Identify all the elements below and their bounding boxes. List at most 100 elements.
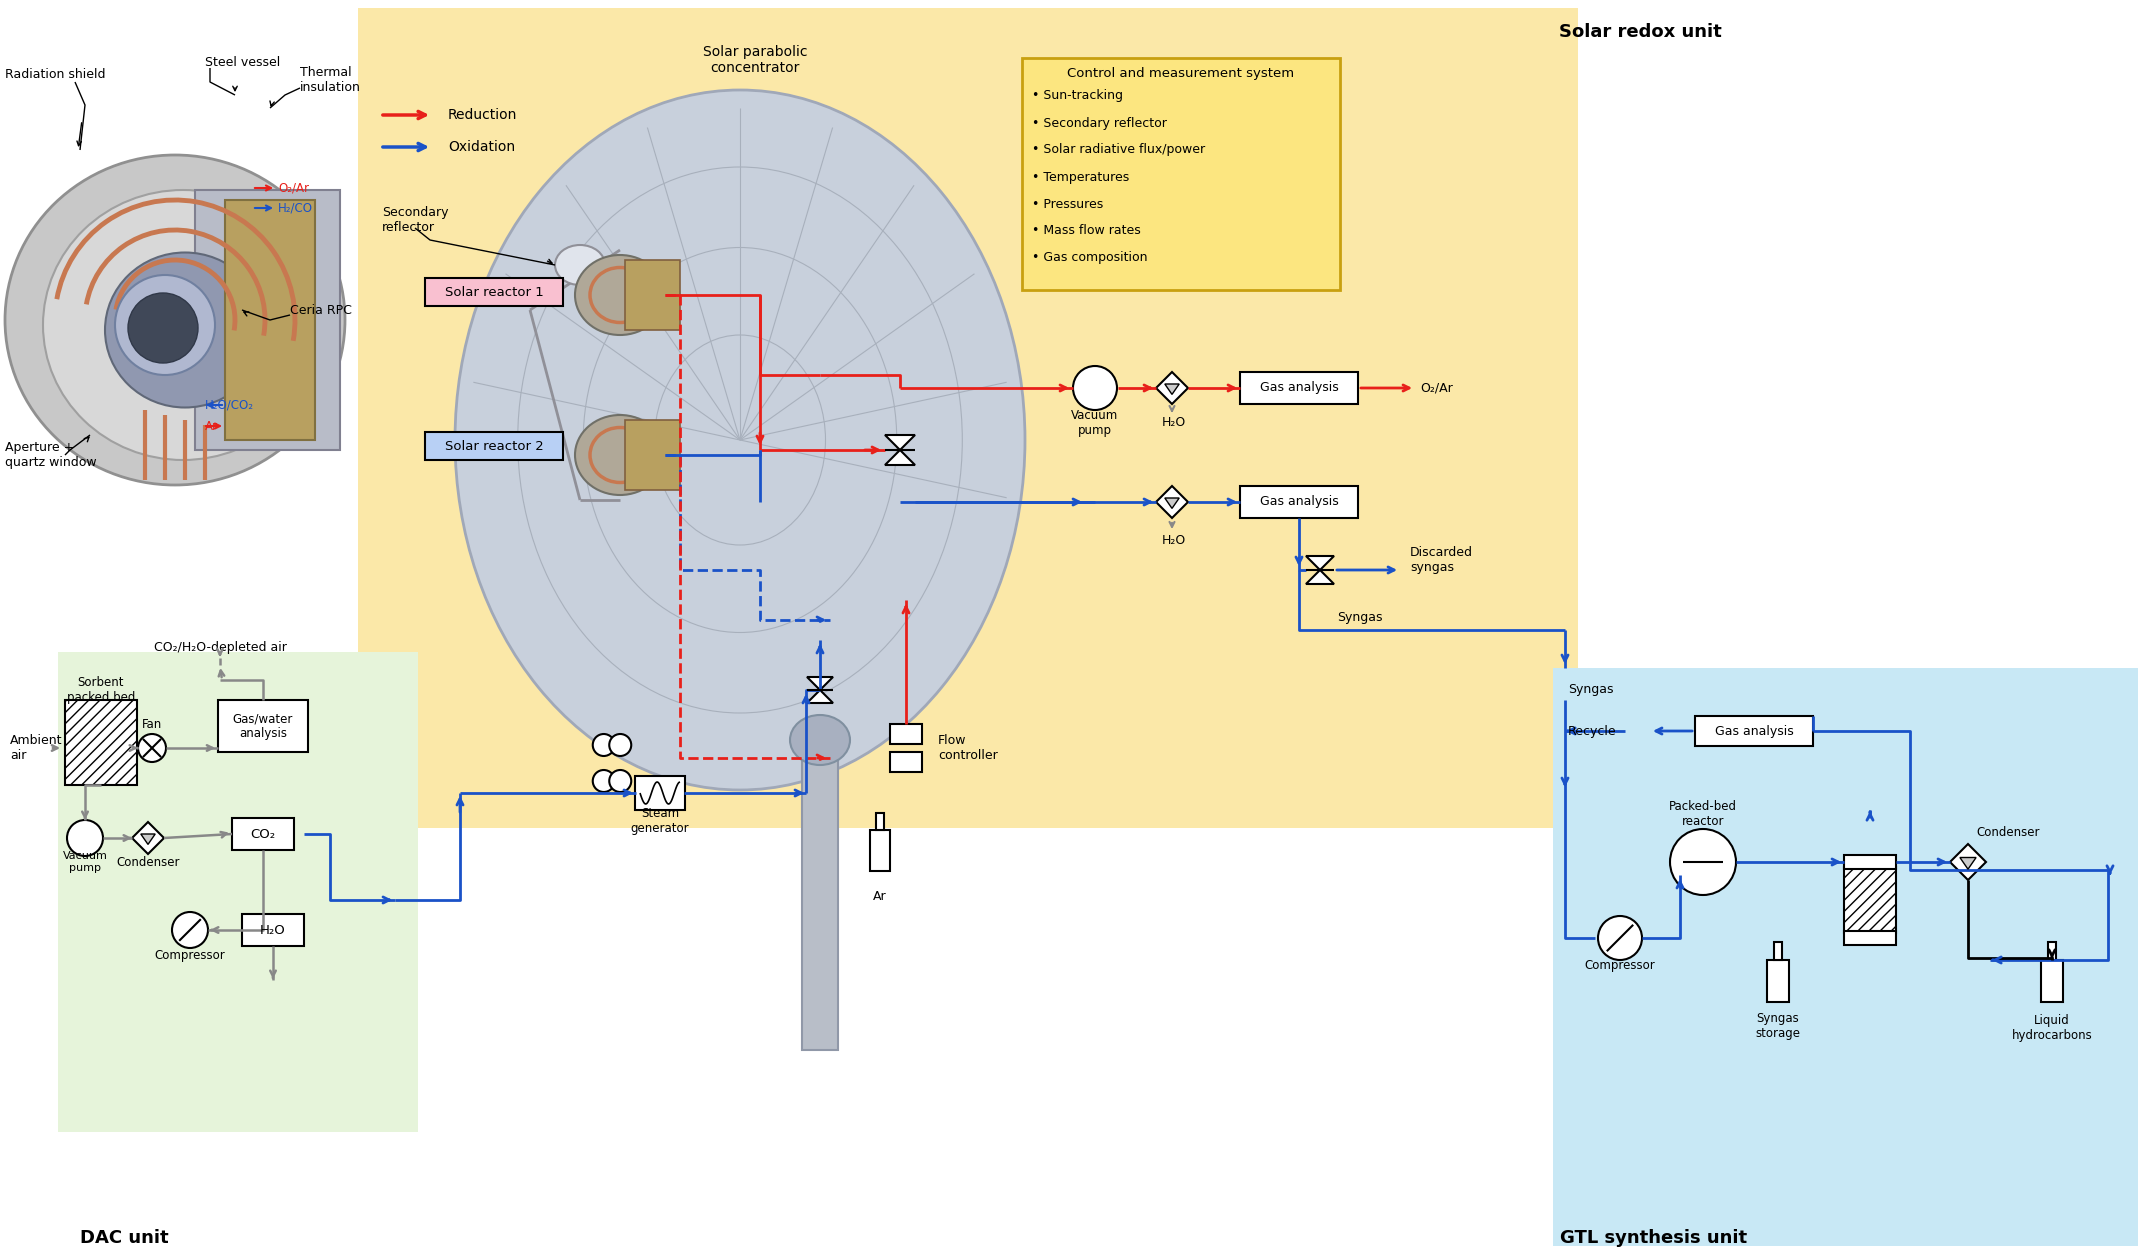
Circle shape xyxy=(609,771,630,792)
Circle shape xyxy=(172,912,208,948)
Polygon shape xyxy=(1951,844,1985,879)
Bar xyxy=(1844,854,1895,869)
Circle shape xyxy=(592,771,615,792)
Ellipse shape xyxy=(555,245,605,285)
Text: H₂O: H₂O xyxy=(1162,417,1186,429)
Bar xyxy=(425,432,564,460)
Polygon shape xyxy=(885,435,915,450)
Bar xyxy=(242,914,304,946)
Text: Vacuum
pump: Vacuum pump xyxy=(1072,409,1119,437)
Text: • Secondary reflector: • Secondary reflector xyxy=(1031,116,1166,130)
Text: Compressor: Compressor xyxy=(1584,960,1655,972)
Polygon shape xyxy=(1306,555,1334,570)
Polygon shape xyxy=(142,834,154,844)
Circle shape xyxy=(1670,829,1737,894)
Bar xyxy=(219,701,309,752)
Bar xyxy=(802,761,838,1050)
Ellipse shape xyxy=(789,716,849,766)
Text: Steel vessel: Steel vessel xyxy=(206,55,281,69)
Text: Gas analysis: Gas analysis xyxy=(1261,382,1338,394)
Circle shape xyxy=(1597,916,1642,960)
Circle shape xyxy=(609,734,630,756)
Text: DAC unit: DAC unit xyxy=(79,1228,169,1247)
Bar xyxy=(1696,716,1814,746)
Polygon shape xyxy=(1306,570,1334,584)
Text: Ceria RPC: Ceria RPC xyxy=(289,304,352,317)
Text: • Solar radiative flux/power: • Solar radiative flux/power xyxy=(1031,144,1205,156)
Text: • Temperatures: • Temperatures xyxy=(1031,170,1130,184)
Text: Secondary
reflector: Secondary reflector xyxy=(382,206,448,234)
Bar xyxy=(877,813,883,829)
Text: • Sun-tracking: • Sun-tracking xyxy=(1031,90,1123,103)
Bar xyxy=(1844,931,1895,945)
Ellipse shape xyxy=(43,190,324,460)
Text: Fan: Fan xyxy=(142,718,163,731)
Text: GTL synthesis unit: GTL synthesis unit xyxy=(1561,1228,1747,1247)
Ellipse shape xyxy=(116,275,214,375)
Bar xyxy=(635,776,684,809)
Text: Compressor: Compressor xyxy=(154,950,225,962)
Text: Gas analysis: Gas analysis xyxy=(1715,724,1792,738)
Polygon shape xyxy=(133,822,163,854)
Text: Control and measurement system: Control and measurement system xyxy=(1068,68,1295,80)
Bar xyxy=(626,260,680,330)
Text: Ambient
air: Ambient air xyxy=(11,734,62,762)
Text: Ar: Ar xyxy=(206,419,219,433)
Polygon shape xyxy=(806,677,834,691)
Bar xyxy=(64,701,137,784)
Bar xyxy=(232,818,294,849)
Circle shape xyxy=(1072,367,1117,410)
Polygon shape xyxy=(1960,857,1977,869)
Bar xyxy=(1767,960,1788,1002)
Text: Discarded
syngas: Discarded syngas xyxy=(1411,545,1473,574)
Ellipse shape xyxy=(105,253,266,408)
Text: Syngas
storage: Syngas storage xyxy=(1756,1012,1801,1040)
Text: Packed-bed
reactor: Packed-bed reactor xyxy=(1668,799,1737,828)
Polygon shape xyxy=(1164,384,1179,394)
Text: Syngas: Syngas xyxy=(1338,612,1383,624)
Ellipse shape xyxy=(575,415,665,495)
Text: Syngas: Syngas xyxy=(1567,683,1614,697)
Bar xyxy=(890,724,922,744)
Ellipse shape xyxy=(455,90,1025,789)
Text: Oxidation: Oxidation xyxy=(448,140,515,154)
Text: Solar reactor 2: Solar reactor 2 xyxy=(444,439,542,453)
Polygon shape xyxy=(1156,485,1188,518)
Text: Aperture +
quartz window: Aperture + quartz window xyxy=(4,442,96,469)
Text: H₂O/CO₂: H₂O/CO₂ xyxy=(206,399,253,412)
Bar xyxy=(890,752,922,772)
Text: CO₂: CO₂ xyxy=(251,827,277,841)
Text: Gas/water
analysis: Gas/water analysis xyxy=(234,712,294,741)
Text: Condenser: Condenser xyxy=(1977,826,2039,838)
Circle shape xyxy=(66,819,103,856)
Bar xyxy=(626,420,680,490)
Text: H₂O: H₂O xyxy=(259,923,285,937)
Text: Gas analysis: Gas analysis xyxy=(1261,495,1338,508)
Text: Condenser: Condenser xyxy=(116,856,180,868)
Text: Vacuum
pump: Vacuum pump xyxy=(62,851,107,873)
Bar xyxy=(2048,942,2056,960)
Text: Solar parabolic
concentrator: Solar parabolic concentrator xyxy=(703,45,808,75)
Text: Sorbent
packed bed: Sorbent packed bed xyxy=(66,676,135,704)
Bar xyxy=(358,8,1578,828)
Text: • Gas composition: • Gas composition xyxy=(1031,251,1147,264)
Text: Reduction: Reduction xyxy=(448,108,517,123)
Polygon shape xyxy=(885,450,915,465)
Text: CO₂/H₂O-depleted air: CO₂/H₂O-depleted air xyxy=(154,641,287,653)
Bar xyxy=(2041,960,2063,1002)
Text: Radiation shield: Radiation shield xyxy=(4,69,105,81)
Bar xyxy=(1023,58,1340,290)
Text: Liquid
hydrocarbons: Liquid hydrocarbons xyxy=(2011,1015,2093,1042)
Text: Solar redox unit: Solar redox unit xyxy=(1559,23,1722,41)
Bar xyxy=(1844,867,1895,933)
Text: O₂/Ar: O₂/Ar xyxy=(279,181,309,194)
Text: H₂O: H₂O xyxy=(1162,533,1186,547)
Ellipse shape xyxy=(4,155,345,485)
Ellipse shape xyxy=(129,293,197,363)
Text: Solar reactor 1: Solar reactor 1 xyxy=(444,285,542,299)
Text: H₂/CO: H₂/CO xyxy=(279,201,313,214)
Text: • Pressures: • Pressures xyxy=(1031,198,1104,210)
Bar xyxy=(225,200,315,440)
Text: Recycle: Recycle xyxy=(1567,726,1617,738)
Polygon shape xyxy=(1156,372,1188,404)
